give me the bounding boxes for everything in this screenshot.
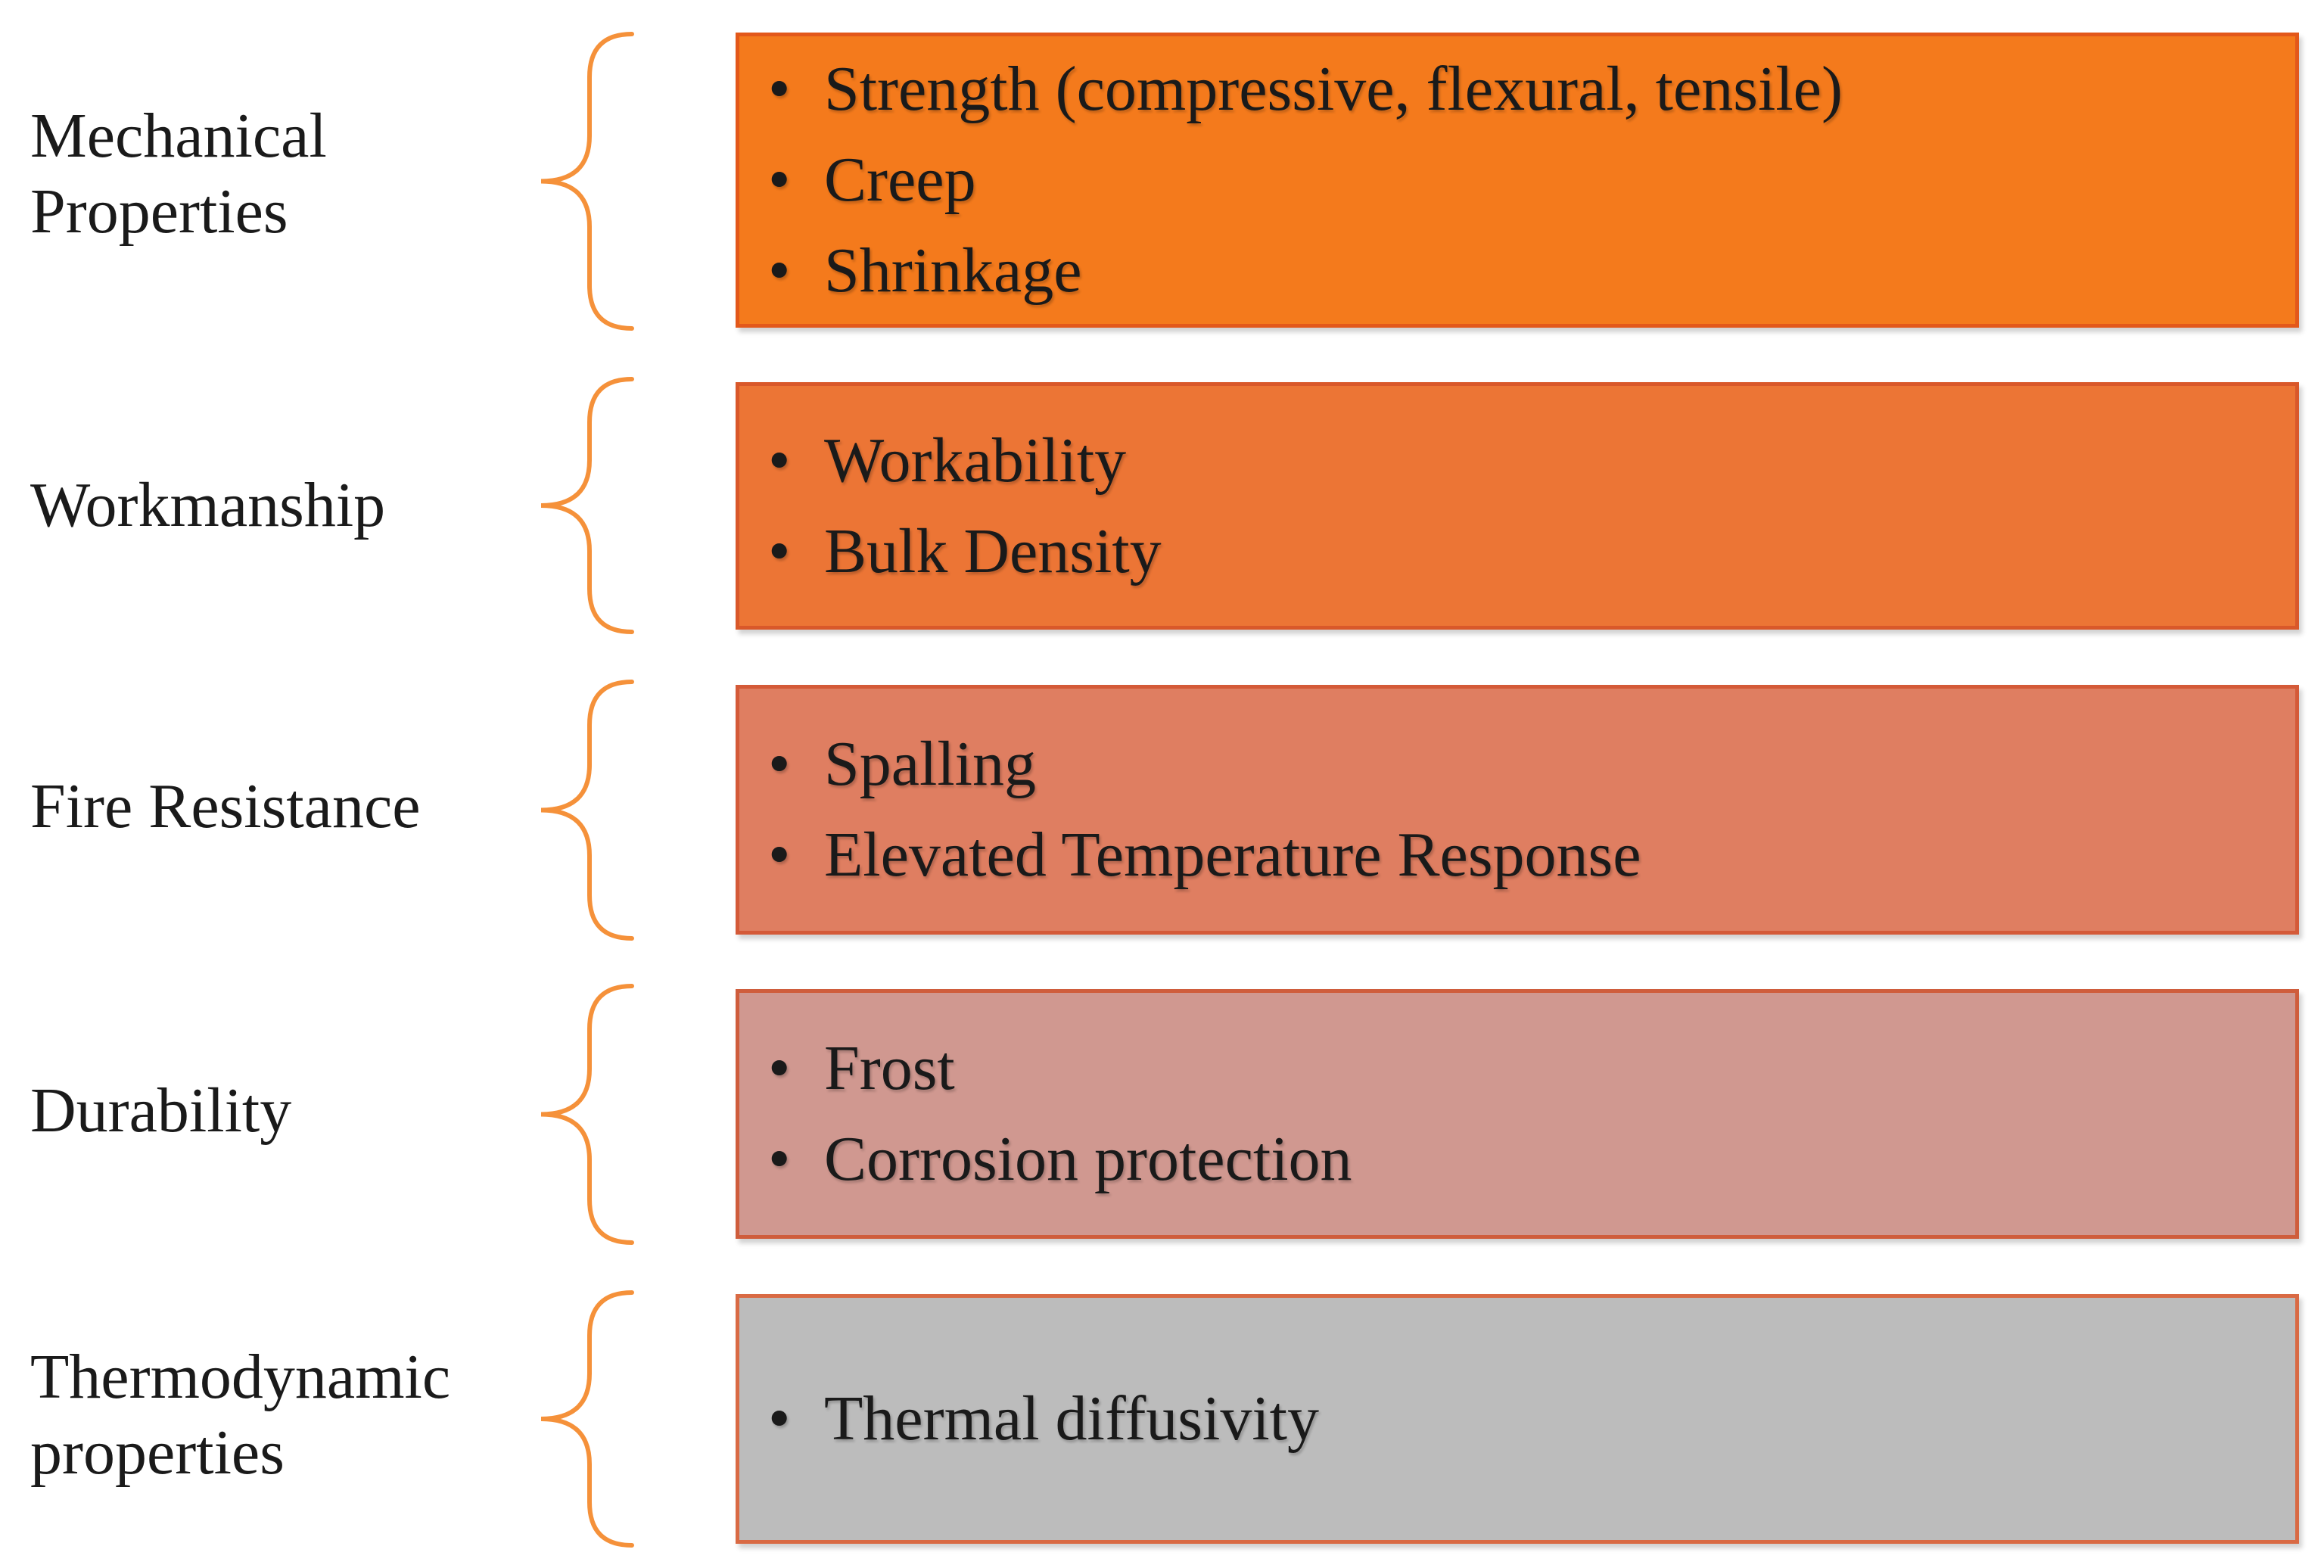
category-label: Durability [30, 1075, 292, 1146]
curly-brace-path [540, 32, 634, 331]
property-box: Strength (compressive, flexural, tensile… [736, 33, 2299, 328]
category-label: Workmanship [30, 470, 386, 540]
list-item: Strength (compressive, flexural, tensile… [754, 44, 2295, 135]
curly-brace-path [540, 984, 634, 1245]
category-label: Thermodynamic properties [30, 1342, 451, 1488]
list-item: Thermal diffusivity [754, 1374, 2295, 1464]
property-box: Frost Corrosion protection [736, 989, 2299, 1239]
property-box: Workability Bulk Density [736, 382, 2299, 630]
property-box: Thermal diffusivity [736, 1294, 2299, 1544]
category-label: Mechanical Properties [30, 101, 327, 247]
category-label: Fire Resistance [30, 771, 421, 842]
list-item: Frost [754, 1023, 2295, 1114]
curly-brace-path [540, 1290, 634, 1548]
curly-brace-icon [540, 680, 692, 941]
property-box: Spalling Elevated Temperature Response [736, 685, 2299, 935]
list-item: Creep [754, 135, 2295, 226]
list-item: Corrosion protection [754, 1114, 2295, 1205]
curly-brace-icon [540, 1290, 692, 1548]
curly-brace-icon [540, 32, 692, 331]
curly-brace-icon [540, 984, 692, 1245]
curly-brace-path [540, 680, 634, 941]
curly-brace-icon [540, 377, 692, 634]
list-item: Spalling [754, 719, 2295, 810]
list-item: Elevated Temperature Response [754, 810, 2295, 901]
curly-brace-path [540, 377, 634, 634]
list-item: Workability [754, 415, 2295, 506]
list-item: Bulk Density [754, 506, 2295, 597]
list-item: Shrinkage [754, 226, 2295, 316]
